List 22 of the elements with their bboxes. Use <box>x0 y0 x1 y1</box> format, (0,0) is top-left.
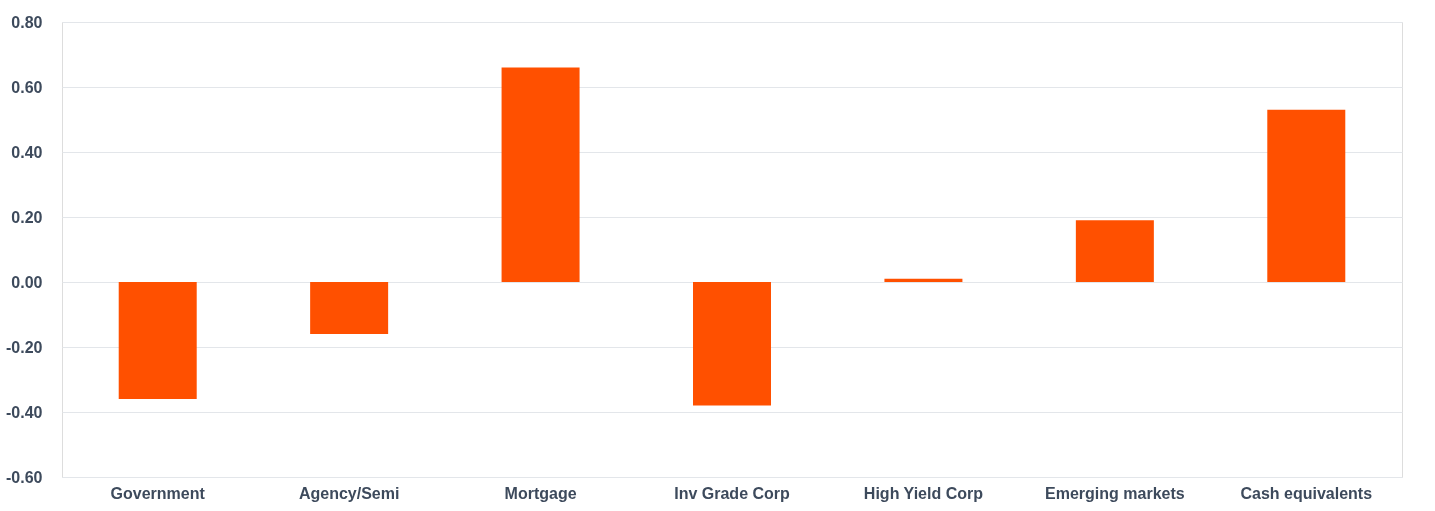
y-tick-label: 0.20 <box>11 208 43 226</box>
y-tick-label: -0.20 <box>6 338 43 356</box>
y-tick-label: -0.60 <box>6 468 43 486</box>
bar <box>118 282 197 399</box>
bar <box>501 67 580 282</box>
y-tick-label: 0.80 <box>11 13 43 31</box>
y-tick-label: 0.00 <box>11 273 43 291</box>
bar <box>310 282 389 334</box>
x-tick-label: Emerging markets <box>1045 484 1185 502</box>
bar <box>884 278 963 282</box>
bar <box>693 282 771 406</box>
y-tick-label: 0.40 <box>11 143 43 161</box>
x-tick-label: Cash equivalents <box>1240 484 1373 502</box>
y-tick-label: 0.60 <box>11 78 43 96</box>
x-tick-label: Government <box>110 484 206 502</box>
y-tick-label: -0.40 <box>6 403 43 421</box>
x-tick-label: High Yield Corp <box>863 484 984 502</box>
x-tick-label: Inv Grade Corp <box>674 484 791 502</box>
bar <box>1267 109 1346 282</box>
x-tick-label: Agency/Semi <box>298 484 400 502</box>
bar <box>1075 220 1154 282</box>
x-tick-label: Mortgage <box>504 484 577 502</box>
